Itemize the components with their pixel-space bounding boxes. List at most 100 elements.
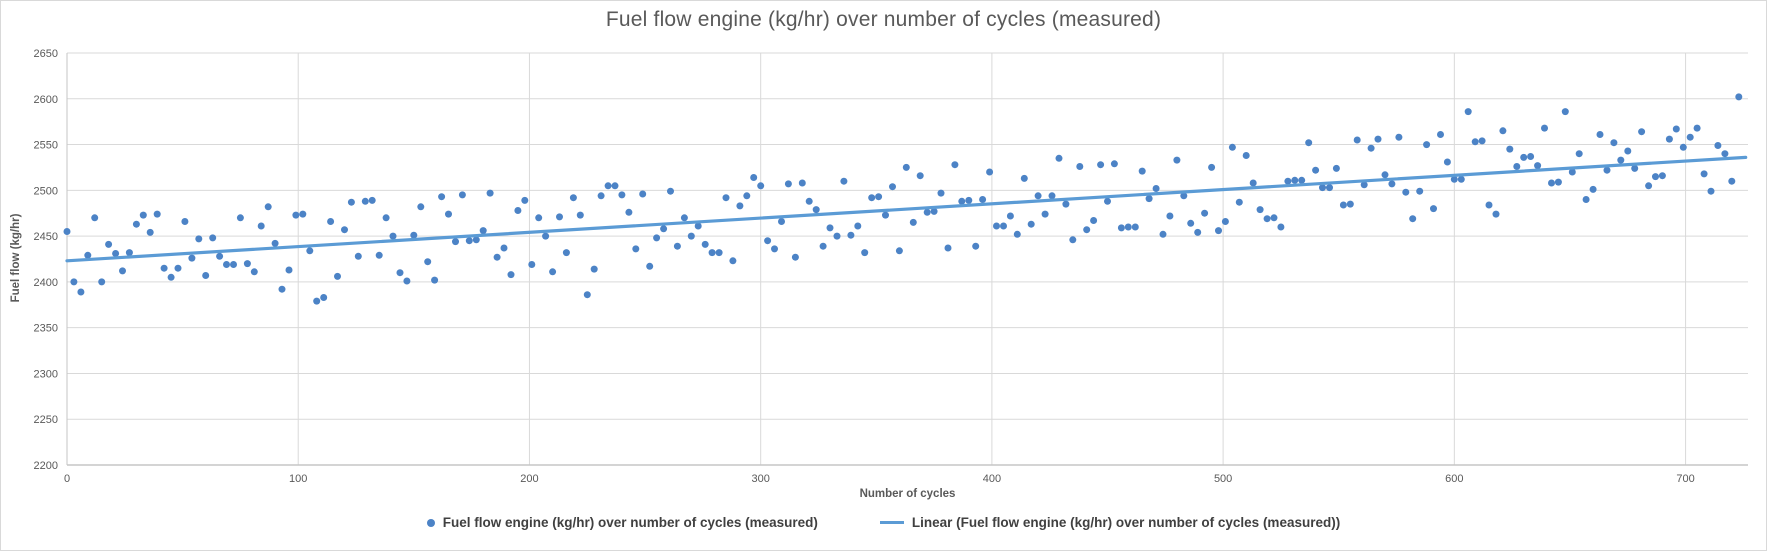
data-point (1561, 108, 1569, 116)
data-point (243, 260, 251, 268)
data-point (1610, 139, 1618, 147)
legend-item-measured[interactable]: Fuel flow engine (kg/hr) over number of … (426, 515, 818, 530)
data-point (320, 294, 328, 301)
data-point (375, 251, 383, 259)
data-point (1485, 201, 1493, 209)
data-point (632, 245, 640, 253)
y-tick-label: 2500 (34, 185, 58, 197)
data-point (1478, 137, 1486, 145)
data-point (889, 183, 896, 191)
data-point (847, 231, 855, 239)
data-point (1658, 172, 1666, 180)
data-point (701, 240, 709, 248)
data-point (549, 268, 557, 276)
data-point (868, 194, 876, 202)
data-point (791, 253, 799, 261)
data-point (1235, 198, 1243, 206)
data-point (1284, 177, 1292, 185)
data-point (313, 297, 321, 305)
data-point (1166, 212, 1174, 220)
data-point (604, 182, 612, 190)
data-point (1596, 131, 1604, 138)
data-point (1443, 158, 1451, 166)
data-point (389, 232, 397, 240)
data-point (1679, 143, 1687, 151)
data-point (521, 196, 529, 204)
data-point (1513, 163, 1521, 170)
data-point (715, 249, 723, 257)
data-point (354, 252, 362, 260)
data-point (590, 265, 598, 273)
data-point (507, 271, 515, 279)
data-point (1367, 144, 1375, 152)
data-point (1652, 173, 1659, 181)
data-point (979, 196, 987, 203)
data-point (673, 242, 681, 250)
data-point (680, 214, 688, 222)
data-point (223, 261, 230, 268)
data-point (764, 237, 772, 245)
data-point (230, 261, 237, 268)
x-tick-label: 300 (751, 473, 769, 485)
data-point (556, 213, 563, 221)
data-point (653, 234, 661, 242)
data-point (278, 285, 286, 293)
data-point (1020, 174, 1028, 182)
data-point (174, 264, 182, 272)
data-point (98, 278, 106, 286)
data-point (209, 234, 217, 242)
data-point (1728, 177, 1736, 185)
data-point (618, 191, 626, 199)
data-point (1665, 135, 1673, 143)
data-point (1208, 163, 1216, 171)
data-point (445, 210, 452, 218)
data-point (1617, 156, 1625, 164)
data-point (1534, 162, 1542, 170)
data-point (410, 231, 418, 239)
data-point (403, 277, 411, 285)
data-point (736, 202, 744, 210)
data-point (986, 168, 994, 176)
data-point (452, 238, 459, 246)
data-point (826, 224, 834, 232)
data-point (1326, 184, 1333, 192)
data-point (1450, 175, 1458, 183)
data-point (514, 207, 522, 214)
data-point (639, 190, 647, 198)
legend-item-linear[interactable]: Linear (Fuel flow engine (kg/hr) over nu… (879, 515, 1341, 530)
legend-item-label: Fuel flow engine (kg/hr) over number of … (442, 515, 818, 530)
data-point (1339, 201, 1347, 209)
data-point (1582, 196, 1590, 203)
data-point (63, 228, 71, 235)
data-point (646, 262, 654, 270)
data-point (1305, 139, 1313, 147)
data-point (750, 174, 758, 181)
data-point (1645, 182, 1653, 190)
data-point (569, 194, 577, 202)
data-point (396, 269, 404, 277)
data-point (132, 220, 140, 228)
data-point (1416, 187, 1424, 195)
data-point (1457, 175, 1465, 183)
data-point (1090, 217, 1098, 224)
data-point (757, 182, 765, 190)
data-point (1707, 187, 1715, 195)
data-point (236, 214, 244, 222)
y-tick-label: 2450 (34, 231, 58, 243)
data-point (1714, 142, 1722, 149)
data-point (535, 214, 543, 222)
data-point (1554, 178, 1562, 186)
data-point (819, 242, 827, 250)
trendline (65, 155, 1748, 263)
data-point (112, 250, 120, 257)
scatter-marker-icon (426, 518, 435, 527)
data-point (812, 206, 820, 214)
data-point (1721, 150, 1729, 158)
data-point (250, 268, 258, 276)
legend: Fuel flow engine (kg/hr) over number of … (1, 515, 1766, 530)
data-point (798, 179, 806, 187)
data-point (292, 211, 300, 219)
legend-item-label: Linear (Fuel flow engine (kg/hr) over nu… (911, 515, 1341, 530)
data-point (1353, 136, 1361, 144)
data-point (597, 192, 605, 200)
